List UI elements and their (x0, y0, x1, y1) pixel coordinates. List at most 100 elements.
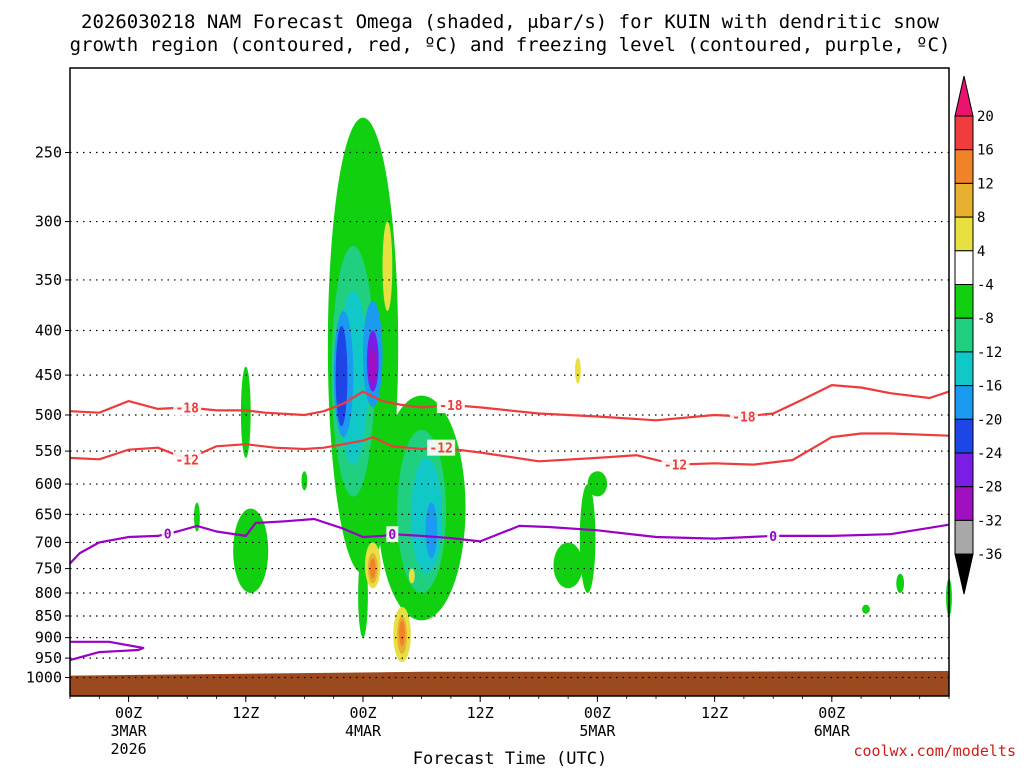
omega-region-20 (896, 573, 905, 594)
y-tick-label-800: 800 (35, 584, 62, 602)
colorbar-swatch-8 (954, 351, 974, 387)
contour-label-bg (173, 399, 202, 416)
x-tick-label-0: 00Z (115, 704, 142, 722)
colorbar-bottom-arrow (954, 553, 974, 595)
omega-region-16 (358, 553, 368, 638)
y-tick-label-1000: 1000 (26, 669, 62, 687)
colorbar-label-4: 4 (977, 244, 985, 260)
omega-region-23 (382, 221, 393, 312)
contour-label-0-1: -18 (439, 399, 463, 414)
colorbar-swatch-13 (954, 519, 974, 555)
colorbar-label-11: -28 (977, 480, 1002, 496)
omega-region-22 (862, 604, 870, 614)
x-tick-label-4: 00Z (584, 704, 611, 722)
contour-label-0-2: -18 (732, 411, 756, 426)
x-tick-label-1: 12Z (232, 704, 259, 722)
omega-region-27 (369, 558, 376, 579)
omega-region-19 (579, 484, 596, 594)
y-tick-label-550: 550 (35, 442, 62, 460)
y-tick-label-650: 650 (35, 505, 62, 523)
contour-label-1-2: -12 (664, 459, 687, 474)
contour-line-2 (69, 517, 950, 565)
x-tick-label-2: 00Z (349, 704, 376, 722)
y-tick-label-750: 750 (35, 560, 62, 578)
colorbar-label-9: -20 (977, 412, 1002, 428)
colorbar: 20 16 12 8 4 -4 -8 -12 -16 -20 -24 -28 -32 -36 (954, 75, 1002, 595)
gridlines (70, 151, 949, 679)
chart-title-line-1: 2026030218 NAM Forecast Omega (shaded, μ… (81, 11, 939, 33)
x-axis-label: Forecast Time (UTC) (413, 749, 607, 768)
colorbar-label-3: 8 (977, 210, 985, 226)
omega-region-13 (233, 508, 269, 594)
x-tick-label-5: 12Z (701, 704, 728, 722)
y-tick-label-600: 600 (35, 475, 62, 493)
omega-region-15 (301, 471, 308, 491)
x-tick-date-2: 4MAR (345, 722, 382, 740)
y-tick-label-250: 250 (35, 144, 62, 162)
colorbar-label-12: -32 (977, 513, 1002, 529)
omega-region-7 (369, 348, 377, 384)
contour-label-bg (173, 451, 202, 468)
colorbar-label-7: -12 (977, 345, 1002, 361)
colorbar-swatch-6 (954, 284, 974, 319)
colorbar-top-arrow (954, 75, 974, 117)
y-tick-label-850: 850 (35, 607, 62, 625)
colorbar-label-6: -8 (977, 311, 994, 327)
omega-region-14 (194, 502, 200, 532)
omega-region-11 (425, 502, 438, 559)
y-tick-label-700: 700 (35, 533, 62, 551)
colorbar-swatch-2 (954, 149, 974, 184)
x-tick-date-6: 6MAR (814, 722, 851, 740)
contour-label-bg (161, 525, 174, 542)
contour-line-0 (69, 384, 950, 422)
credit-link[interactable]: coolwx.com/modelts (853, 742, 1016, 760)
colorbar-swatch-1 (954, 115, 974, 151)
contour-label-0-0: -18 (175, 401, 199, 416)
omega-region-17 (553, 542, 583, 589)
colorbar-label-13: -36 (977, 547, 1002, 563)
omega-region-24 (574, 357, 581, 384)
colorbar-label-0: 20 (977, 109, 994, 125)
contour-label-bg (386, 526, 399, 543)
colorbar-swatch-5 (954, 250, 974, 286)
contour-label-1-0: -12 (175, 453, 198, 468)
y-tick-label-900: 900 (35, 629, 62, 647)
colorbar-swatch-10 (954, 418, 974, 454)
chart-title-line-2: growth region (contoured, red, ºC) and f… (70, 34, 951, 56)
plot-frame (69, 67, 950, 697)
contour-label-bg (767, 527, 780, 544)
x-tick-year-0: 2026 (111, 740, 147, 758)
y-tick-label-500: 500 (35, 406, 62, 424)
x-tick-date-0: 3MAR (111, 722, 148, 740)
colorbar-label-5: -4 (977, 278, 994, 294)
colorbar-label-2: 12 (977, 176, 994, 192)
contour-line-1 (69, 432, 950, 466)
colorbar-swatch-11 (954, 452, 974, 488)
contour-label-bg (427, 439, 456, 456)
contour-label-2-1: 0 (388, 528, 396, 543)
colorbar-swatch-9 (954, 385, 974, 420)
colorbar-label-1: 16 (977, 143, 994, 159)
colorbar-swatch-4 (954, 216, 974, 252)
y-tick-label-450: 450 (35, 366, 62, 384)
colorbar-label-8: -16 (977, 379, 1002, 395)
y-tick-label-350: 350 (35, 271, 62, 289)
omega-region-12 (240, 366, 251, 458)
y-tick-label-950: 950 (35, 649, 62, 667)
colorbar-swatch-12 (954, 486, 974, 521)
contour-line-3 (69, 640, 145, 662)
y-tick-label-300: 300 (35, 213, 62, 231)
contour-label-1-1: -12 (429, 442, 452, 457)
x-tick-label-6: 00Z (818, 704, 845, 722)
contour-label-bg (661, 456, 690, 473)
y-tick-label-400: 400 (35, 322, 62, 340)
contour-label-bg (729, 408, 758, 425)
contour-label-bg (436, 397, 465, 414)
omega-region-30 (399, 620, 405, 646)
x-tick-date-4: 5MAR (579, 722, 616, 740)
temperature-contours: -18 -18 -18 -12 -12 -12 0 0 0 (69, 384, 950, 662)
x-tick-label-3: 12Z (467, 704, 494, 722)
colorbar-swatch-3 (954, 182, 974, 218)
